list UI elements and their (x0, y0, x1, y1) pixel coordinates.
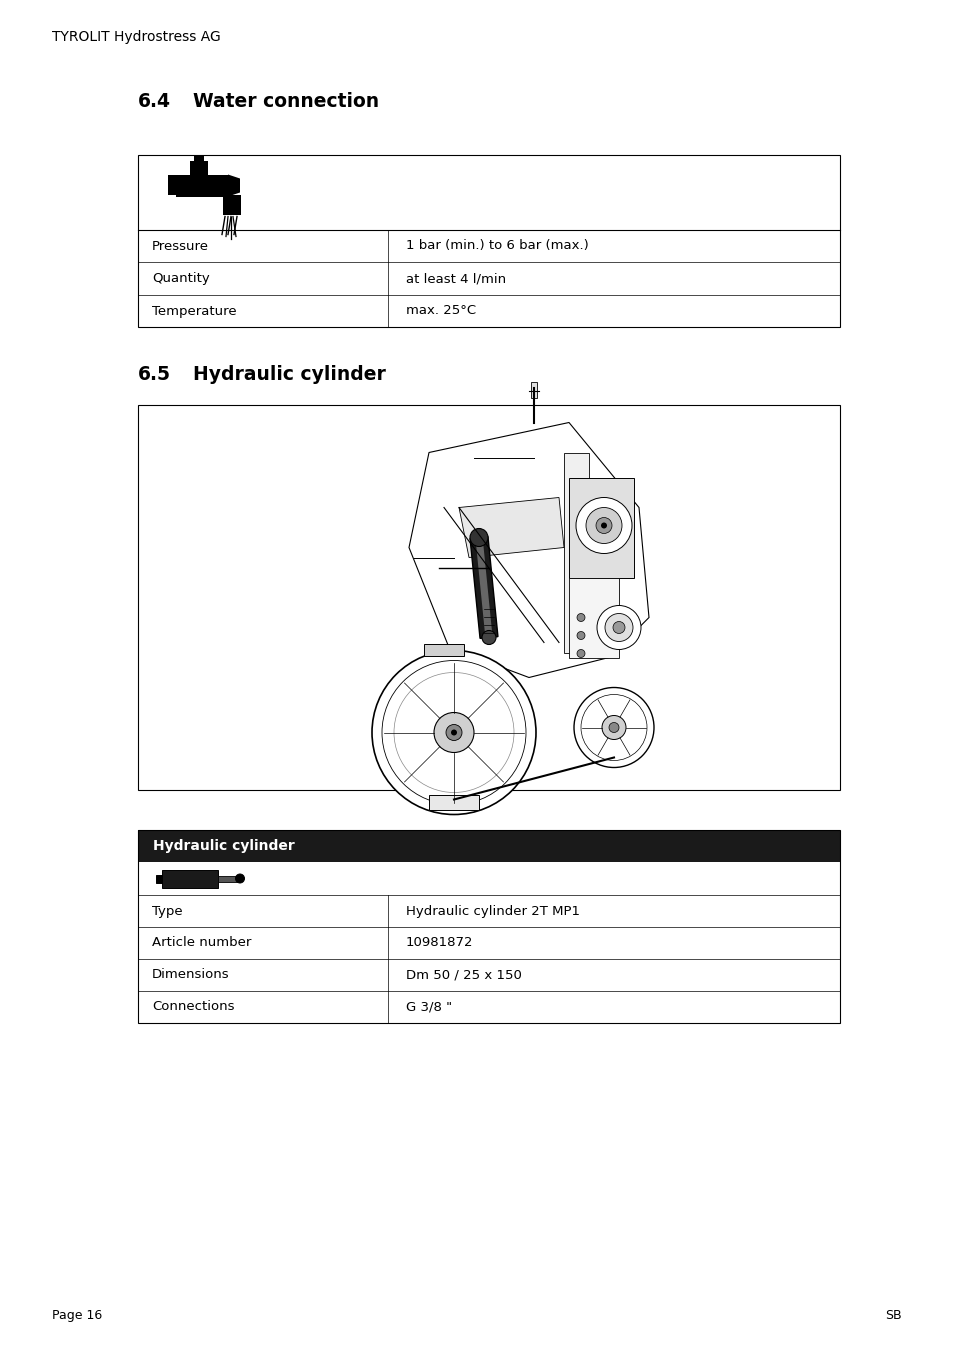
Bar (531, 382, 537, 397)
Circle shape (596, 517, 612, 533)
Text: G 3/8 ": G 3/8 " (406, 1000, 452, 1014)
Bar (138, 830, 840, 863)
Polygon shape (228, 174, 240, 197)
Bar (429, 795, 478, 810)
Circle shape (574, 687, 654, 768)
Bar (218, 876, 240, 882)
Text: SB: SB (884, 1310, 901, 1322)
Circle shape (613, 621, 624, 633)
Text: Connections: Connections (152, 1000, 234, 1014)
Bar (162, 869, 218, 887)
Circle shape (372, 651, 536, 814)
Text: Page 16: Page 16 (52, 1310, 102, 1322)
Circle shape (577, 632, 584, 640)
Bar (568, 478, 634, 578)
Polygon shape (470, 536, 497, 639)
Text: Dimensions: Dimensions (152, 968, 230, 981)
Text: Pressure: Pressure (152, 239, 209, 252)
Bar (193, 154, 204, 161)
Bar (563, 452, 588, 652)
Text: Hydraulic cylinder 2T MP1: Hydraulic cylinder 2T MP1 (406, 904, 579, 918)
Bar (138, 155, 840, 327)
Circle shape (608, 722, 618, 733)
Bar (138, 830, 840, 1023)
Circle shape (394, 672, 514, 792)
Circle shape (470, 528, 488, 547)
Text: 6.5: 6.5 (138, 364, 171, 383)
Text: Article number: Article number (152, 937, 251, 949)
Text: at least 4 l/min: at least 4 l/min (406, 271, 506, 285)
Text: max. 25°C: max. 25°C (406, 305, 476, 317)
Circle shape (577, 649, 584, 657)
Bar (568, 578, 618, 657)
Circle shape (434, 713, 474, 752)
Text: Dm 50 / 25 x 150: Dm 50 / 25 x 150 (406, 968, 521, 981)
Circle shape (585, 508, 621, 544)
Polygon shape (409, 423, 648, 678)
Bar (138, 405, 840, 790)
Bar (190, 161, 208, 174)
Circle shape (481, 630, 496, 644)
Bar (168, 174, 175, 194)
Circle shape (601, 716, 625, 740)
Polygon shape (475, 537, 492, 637)
Circle shape (597, 606, 640, 649)
Text: Quantity: Quantity (152, 271, 210, 285)
Circle shape (381, 660, 525, 805)
Text: Hydraulic cylinder: Hydraulic cylinder (193, 364, 385, 383)
Circle shape (446, 725, 461, 741)
Text: TYROLIT Hydrostress AG: TYROLIT Hydrostress AG (52, 30, 220, 45)
Circle shape (451, 729, 456, 736)
Circle shape (600, 522, 606, 528)
Text: Water connection: Water connection (193, 92, 378, 111)
Bar (175, 174, 228, 197)
Bar (223, 194, 241, 215)
Bar (156, 875, 162, 883)
Circle shape (604, 613, 633, 641)
Circle shape (577, 613, 584, 621)
Text: 10981872: 10981872 (406, 937, 473, 949)
Circle shape (235, 873, 244, 883)
Text: 1 bar (min.) to 6 bar (max.): 1 bar (min.) to 6 bar (max.) (406, 239, 588, 252)
Text: Temperature: Temperature (152, 305, 236, 317)
Circle shape (580, 694, 646, 760)
Bar (423, 644, 463, 656)
Text: 6.4: 6.4 (138, 92, 171, 111)
Text: Type: Type (152, 904, 182, 918)
Text: Hydraulic cylinder: Hydraulic cylinder (152, 838, 294, 853)
Polygon shape (458, 498, 563, 558)
Circle shape (576, 498, 631, 554)
